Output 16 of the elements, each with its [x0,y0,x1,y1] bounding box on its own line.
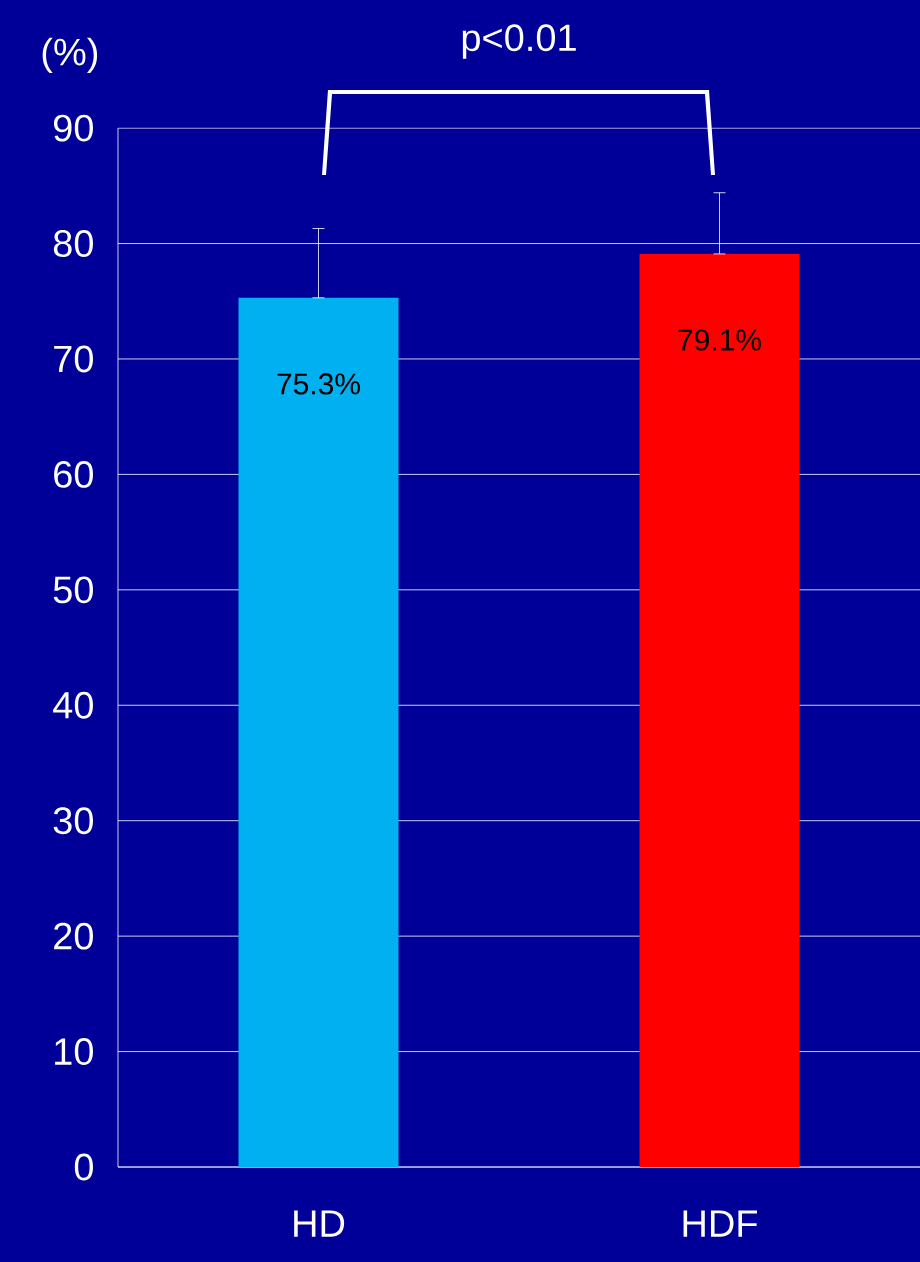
data-label: 75.3% [277,373,360,395]
y-tick-label: 40 [52,691,93,719]
text: p<0.01 [462,24,576,59]
y-tick-label: 30 [53,807,93,835]
data-label: 79.1% [678,329,761,351]
x-tick-label: HD [293,1210,344,1237]
y-axis-title: (%) [42,37,97,74]
y-tick-label: 10 [54,1038,93,1066]
y-tick-label: 80 [53,230,93,257]
y-tick-label: 50 [53,576,93,604]
y-tick-label: 20 [53,922,93,950]
x-tick-label: HDF [683,1210,757,1237]
y-tick-label: 60 [53,460,93,488]
y-tick-label: 90 [53,114,93,142]
y-tick-label: 0 [74,1153,93,1181]
y-tick-label: 70 [53,345,93,373]
